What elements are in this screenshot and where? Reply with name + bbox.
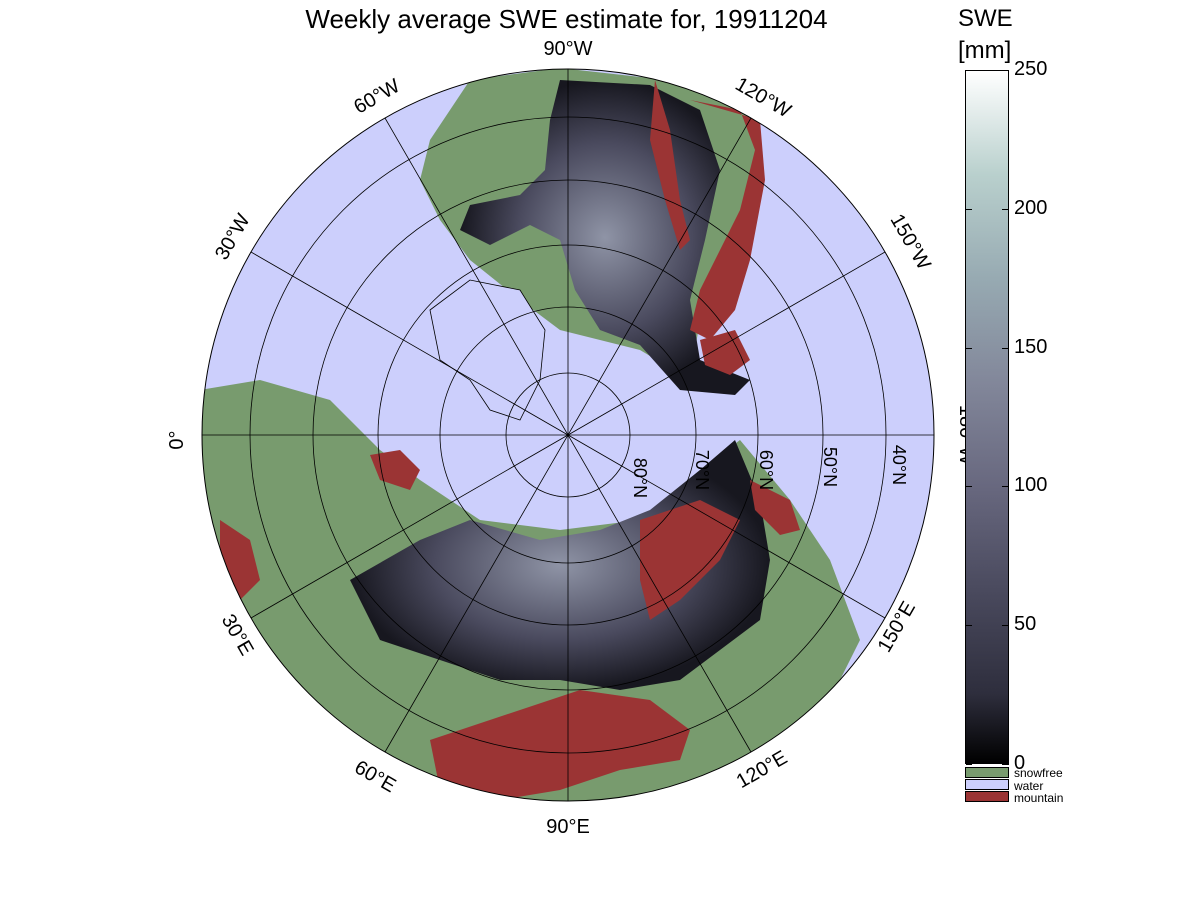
kamchatka-mountain (750, 480, 800, 535)
colorbar-tick-mark (1002, 208, 1009, 210)
parallel-label-70n: 70°N (692, 450, 712, 490)
himalaya-mountain (430, 690, 690, 800)
colorbar-tick-mark (966, 347, 972, 349)
alaska-mountain (700, 330, 750, 375)
colorbar-tick-mark (1002, 625, 1009, 627)
colorbar-tick-label: 0 (1014, 752, 1026, 774)
legend-label-mountain: mountain (1014, 791, 1064, 805)
legend-label-snowfree: snowfree (1014, 766, 1063, 780)
colorbar-tick-mark (966, 70, 972, 71)
meridians (202, 69, 934, 801)
colorbar-unit: [mm] (958, 37, 1012, 64)
parallel-label-80n: 80°N (630, 458, 650, 498)
meridian-label-30w: 30°W (211, 210, 255, 264)
swe-colorbar (965, 70, 1009, 764)
map-title: Weekly average SWE estimate for, 1991120… (305, 4, 828, 34)
legend-swatch-mountain (965, 791, 1009, 802)
parallel-label-50n: 50°N (820, 447, 840, 487)
colorbar-tick-mark (966, 625, 972, 627)
rockies-mountain-2 (650, 80, 690, 250)
parallel-label-60n: 60°N (756, 450, 776, 490)
colorbar-tick-label: 100 (1014, 474, 1048, 497)
map-border (201, 68, 935, 802)
colorbar-tick-mark (966, 486, 972, 488)
colorbar-tick-mark (1002, 70, 1009, 71)
colorbar-tick-mark (1002, 347, 1009, 349)
siberia-mountain (640, 500, 740, 620)
colorbar-tick-mark (1002, 486, 1009, 488)
colorbar-tick-mark (1002, 764, 1009, 765)
legend-label-water: water (1014, 779, 1044, 793)
ural-mountain (370, 450, 420, 490)
colorbar-tick-label: 150 (1014, 335, 1048, 358)
north-america-snow (460, 80, 750, 395)
parallel-label-40n: 40°N (889, 445, 909, 485)
colorbar-tick-label: 50 (1014, 613, 1037, 636)
meridian-label-60e: 60°E (351, 756, 400, 797)
colorbar-tick-label: 200 (1014, 196, 1048, 219)
eurasia-snow (350, 440, 770, 690)
rockies-mountain (690, 100, 765, 340)
meridian-label-0: 0° (166, 430, 188, 449)
meridian-label-150w: 150°W (886, 210, 935, 273)
colorbar-tick-mark (966, 764, 972, 765)
legend-swatch-water (965, 779, 1009, 790)
legend-swatch-snowfree (965, 767, 1009, 778)
colorbar-title: SWE (958, 5, 1013, 32)
colorbar-tick-mark (966, 208, 972, 210)
meridian-label-90w: 90°W (543, 38, 592, 60)
colorbar-tick-label: 250 (1014, 58, 1048, 80)
meridian-label-90e: 90°E (546, 816, 590, 838)
